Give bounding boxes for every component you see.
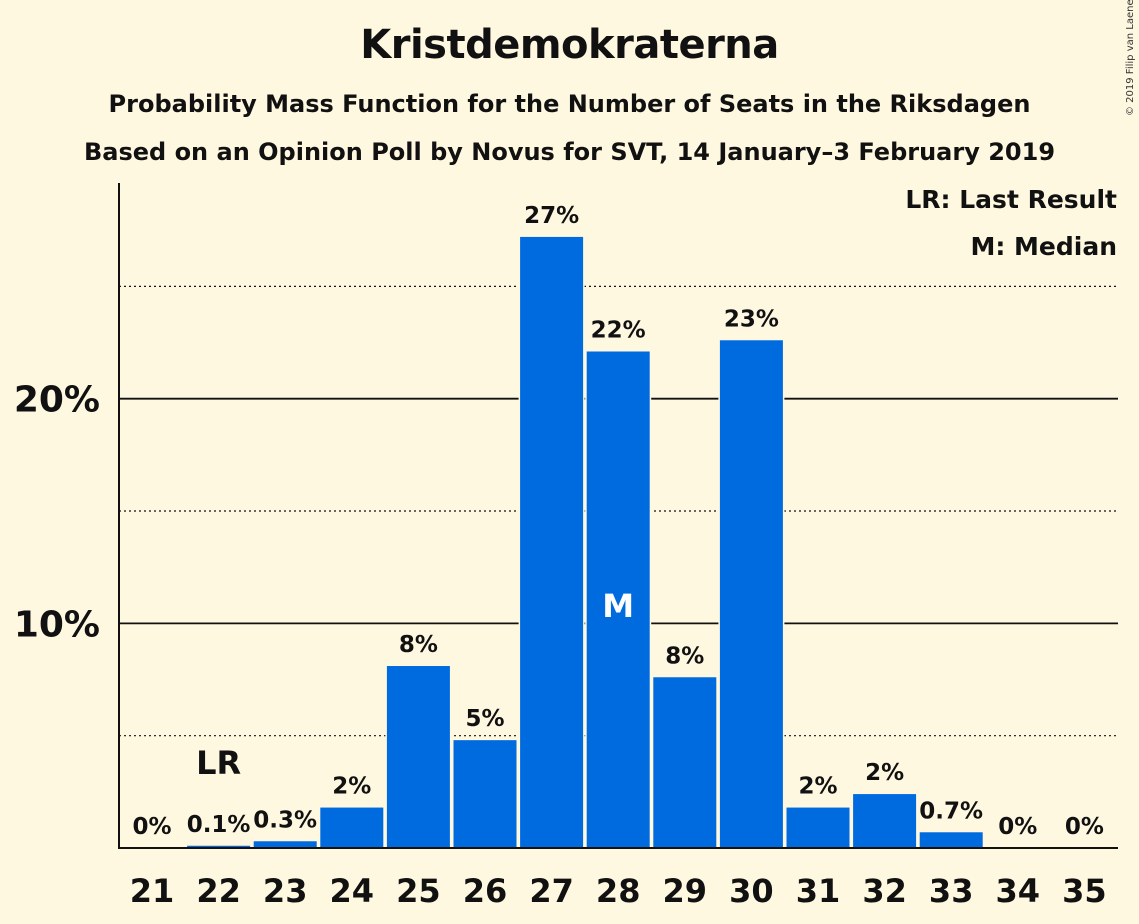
data-label-31: 2%	[798, 774, 837, 800]
data-label-29: 8%	[665, 643, 704, 669]
bar-23	[253, 841, 317, 848]
bars	[185, 235, 985, 848]
x-tick-label-27: 27	[529, 872, 574, 910]
bar-32	[853, 794, 917, 848]
data-label-23: 0.3%	[253, 807, 317, 833]
bar-28	[586, 351, 650, 848]
data-label-21: 0%	[132, 814, 171, 840]
data-label-24: 2%	[332, 774, 371, 800]
bar-24	[320, 807, 384, 848]
median-marker: M	[602, 587, 634, 625]
bar-25	[386, 666, 450, 848]
data-label-30: 23%	[724, 306, 779, 332]
bar-22	[187, 845, 251, 848]
x-tick-label-25: 25	[396, 872, 441, 910]
chart-source-line: Based on an Opinion Poll by Novus for SV…	[83, 138, 1056, 166]
bar-33	[919, 832, 983, 848]
chart-subtitle: Probability Mass Function for the Number…	[108, 90, 1031, 118]
x-tick-label-33: 33	[929, 872, 974, 910]
x-tick-label-29: 29	[663, 872, 708, 910]
data-label-28: 22%	[591, 317, 646, 343]
data-label-27: 27%	[524, 203, 579, 229]
legend-last-result: LR: Last Result	[905, 185, 1117, 214]
x-tick-label-23: 23	[263, 872, 308, 910]
data-label-34: 0%	[998, 814, 1037, 840]
bar-29	[653, 677, 717, 848]
legend-median: M: Median	[970, 232, 1117, 261]
bar-27	[520, 236, 584, 848]
data-label-32: 2%	[865, 760, 904, 786]
data-label-26: 5%	[465, 706, 504, 732]
x-tick-label-31: 31	[796, 872, 841, 910]
x-tick-label-22: 22	[196, 872, 241, 910]
last-result-marker: LR	[196, 744, 241, 782]
bar-26	[453, 740, 517, 848]
data-label-35: 0%	[1065, 814, 1104, 840]
y-tick-label: 20%	[14, 380, 100, 421]
x-tick-label-21: 21	[130, 872, 175, 910]
x-tick-label-35: 35	[1062, 872, 1107, 910]
bar-31	[786, 807, 850, 848]
chart-title: Kristdemokraterna	[360, 22, 779, 68]
x-tick-label-24: 24	[330, 872, 375, 910]
bar-30	[719, 340, 783, 848]
data-label-22: 0.1%	[187, 812, 251, 838]
data-label-33: 0.7%	[919, 798, 983, 824]
data-label-25: 8%	[399, 632, 438, 658]
x-tick-label-30: 30	[729, 872, 774, 910]
x-tick-label-32: 32	[862, 872, 907, 910]
x-tick-label-28: 28	[596, 872, 641, 910]
x-tick-label-26: 26	[463, 872, 508, 910]
x-tick-label-34: 34	[996, 872, 1041, 910]
y-tick-label: 10%	[14, 604, 100, 645]
axes: 10% 20% 21 22 23 24 25 26 27 28 29 30 31 32 33 34 35	[14, 183, 1118, 910]
data-labels: 0% 0.1% LR 0.3% 2% 8% 5% 27% 22% M 8% 23% 2% 2% 0.7% 0%…	[132, 203, 1103, 840]
